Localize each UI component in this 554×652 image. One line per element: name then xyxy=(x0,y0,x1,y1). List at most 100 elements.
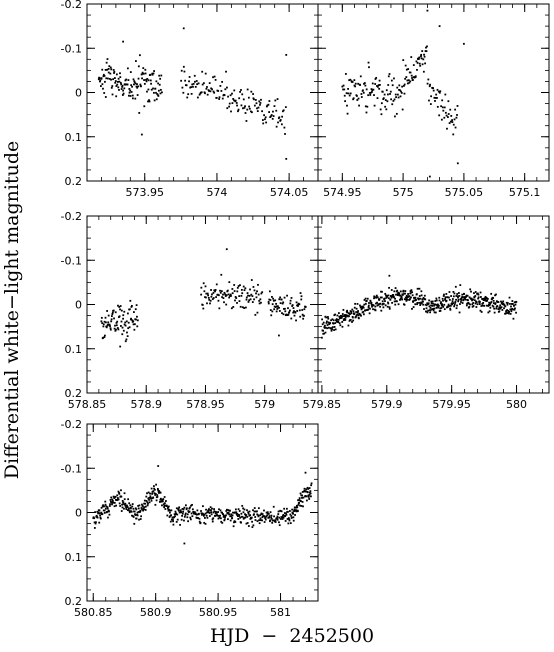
data-point xyxy=(178,506,181,509)
data-point xyxy=(120,325,122,327)
data-point xyxy=(387,302,390,305)
data-point xyxy=(401,108,404,111)
data-point xyxy=(382,306,385,309)
data-point xyxy=(153,488,156,491)
data-point xyxy=(266,104,269,107)
data-point xyxy=(136,94,139,96)
data-point xyxy=(402,59,405,61)
data-point xyxy=(431,308,434,311)
data-point xyxy=(156,494,159,496)
data-point xyxy=(149,495,152,498)
data-point xyxy=(159,92,162,95)
data-point xyxy=(208,90,210,92)
data-point xyxy=(419,304,422,307)
data-point xyxy=(395,112,398,115)
data-point xyxy=(208,298,211,301)
data-point xyxy=(259,517,262,520)
data-point xyxy=(290,317,293,320)
data-point xyxy=(294,311,297,314)
data-point xyxy=(137,85,139,88)
data-point xyxy=(274,306,277,308)
data-point xyxy=(202,505,204,508)
data-point xyxy=(121,499,124,502)
data-point xyxy=(120,510,123,512)
data-point xyxy=(426,82,429,85)
data-point xyxy=(105,505,108,508)
data-point xyxy=(141,72,144,75)
data-point xyxy=(109,66,112,69)
data-point xyxy=(128,510,131,512)
data-point xyxy=(492,302,495,305)
data-point xyxy=(411,294,414,297)
data-point xyxy=(410,289,413,292)
data-point xyxy=(130,91,133,93)
data-point xyxy=(275,302,277,305)
data-point xyxy=(120,83,123,86)
data-point xyxy=(489,306,492,309)
data-point xyxy=(114,311,117,314)
data-point xyxy=(423,308,425,310)
x-tick-label: 574 xyxy=(206,186,227,199)
data-point xyxy=(233,290,236,292)
data-point xyxy=(346,104,348,107)
data-point xyxy=(169,520,172,523)
data-point xyxy=(388,73,391,75)
data-point xyxy=(238,510,241,512)
data-point xyxy=(252,97,255,100)
data-point xyxy=(156,488,159,490)
data-point xyxy=(137,505,140,507)
data-point xyxy=(281,302,284,305)
data-point xyxy=(265,511,268,514)
data-point xyxy=(452,302,455,304)
data-point xyxy=(131,85,133,88)
x-tick-label: 575.05 xyxy=(445,186,484,199)
data-point xyxy=(439,90,442,93)
data-point xyxy=(325,320,328,323)
data-point xyxy=(260,512,263,515)
data-point xyxy=(118,315,121,318)
data-point xyxy=(115,73,118,76)
data-point xyxy=(212,90,215,93)
data-point xyxy=(235,102,238,104)
x-tick-label: 573.95 xyxy=(126,186,165,199)
data-point xyxy=(276,98,279,100)
data-point xyxy=(433,304,435,307)
x-tick-label: 580.9 xyxy=(140,606,172,619)
data-point xyxy=(373,94,375,96)
data-point xyxy=(212,76,214,79)
data-point xyxy=(438,91,441,94)
data-point xyxy=(105,61,108,64)
data-point xyxy=(397,96,400,99)
data-point xyxy=(244,112,247,114)
data-point xyxy=(256,311,259,314)
data-point xyxy=(346,112,349,115)
data-point xyxy=(209,506,212,509)
data-point xyxy=(132,323,135,326)
data-point xyxy=(210,289,212,291)
data-point xyxy=(294,514,296,516)
data-point xyxy=(215,97,218,99)
data-point xyxy=(448,305,451,307)
data-point xyxy=(250,90,253,93)
data-point xyxy=(265,121,268,124)
data-point xyxy=(355,95,358,97)
data-point xyxy=(401,293,404,296)
data-point xyxy=(123,87,126,90)
data-point xyxy=(414,296,417,299)
data-point xyxy=(225,248,228,251)
data-point xyxy=(278,334,280,337)
data-point xyxy=(427,302,430,305)
data-point xyxy=(119,81,122,84)
data-point xyxy=(269,519,272,522)
data-point xyxy=(305,488,308,491)
data-point xyxy=(283,507,286,510)
data-point xyxy=(399,89,401,92)
data-point xyxy=(109,325,111,328)
data-point xyxy=(248,107,251,110)
data-point xyxy=(412,64,415,66)
data-point xyxy=(150,82,152,85)
data-point xyxy=(420,53,423,56)
data-point xyxy=(506,312,509,314)
data-point xyxy=(270,314,273,317)
data-point xyxy=(448,296,450,299)
